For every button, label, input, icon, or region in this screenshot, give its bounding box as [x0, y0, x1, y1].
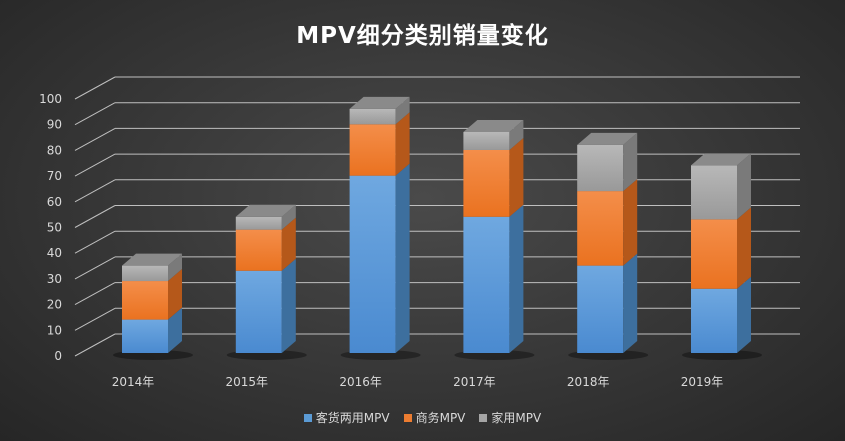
gridline-depth: [74, 333, 116, 357]
bar-top: [235, 204, 296, 217]
bar-side-0: [168, 307, 182, 353]
y-tick-label: 10: [47, 323, 62, 337]
bar-segment-1-2014年: [122, 281, 168, 320]
legend-swatch: [303, 413, 312, 422]
y-tick-label: 100: [39, 92, 62, 106]
bar-segment-2-2014年: [122, 265, 168, 282]
bar-segment-2-2018年: [577, 144, 624, 192]
y-tick-label: 30: [47, 272, 62, 286]
x-tick-label: 2014年: [112, 375, 155, 389]
y-tick-label: 80: [47, 143, 62, 157]
bar-segment-0-2014年: [122, 319, 168, 353]
legend-label: 客货两用MPV: [315, 411, 390, 425]
y-tick-label: 60: [47, 195, 62, 209]
bar-segment-0-2016年: [349, 175, 396, 353]
bar-segment-0-2017年: [463, 216, 510, 353]
bar-top: [577, 132, 638, 145]
bar-side-1: [168, 269, 182, 320]
bar-segment-1-2018年: [577, 191, 624, 266]
x-tick-label: 2018年: [567, 375, 610, 389]
bar-segment-2-2015年: [235, 216, 282, 230]
y-tick-label: 20: [47, 298, 62, 312]
gridline-depth: [74, 127, 116, 151]
bar-segment-0-2018年: [577, 265, 624, 353]
bar-side-1: [737, 207, 751, 289]
legend-item: 商务MPV: [403, 409, 466, 426]
gridline-depth: [74, 179, 116, 203]
legend-label: 家用MPV: [491, 411, 542, 425]
bar-top: [463, 119, 524, 132]
bar-side-2: [395, 96, 410, 125]
legend: 客货两用MPV 商务MPV 家用MPV: [0, 409, 845, 426]
bar-side-2: [737, 153, 751, 220]
gridline-depth: [74, 307, 116, 331]
gridline-depth: [74, 205, 116, 228]
bar-side-0: [737, 276, 751, 353]
bar-segment-1-2016年: [349, 124, 396, 176]
bar-segment-2-2017年: [463, 131, 510, 150]
bar-segment-1-2015年: [235, 229, 282, 271]
bar-segment-1-2017年: [463, 149, 510, 217]
bar-side-1: [623, 179, 638, 266]
legend-swatch: [403, 413, 412, 422]
x-tick-label: 2017年: [453, 375, 496, 389]
gridline-depth: [74, 256, 116, 280]
bar-side-2: [168, 253, 182, 282]
bar-segment-0-2015年: [235, 270, 282, 353]
bar-side-0: [395, 163, 410, 353]
gridline-depth: [74, 282, 116, 306]
bar-side-0: [281, 258, 296, 353]
bar-side-2: [509, 119, 524, 150]
y-tick-label: 0: [54, 349, 62, 363]
gridline-depth: [74, 102, 116, 126]
legend-swatch: [479, 413, 488, 422]
bar-side-1: [395, 112, 410, 176]
bar-top: [122, 253, 182, 266]
y-tick-label: 70: [47, 169, 62, 183]
bar-top: [349, 96, 410, 109]
gridline-depth: [74, 230, 116, 254]
bar-segment-1-2019年: [691, 219, 737, 289]
bar-side-1: [509, 137, 524, 217]
gridline-depth: [74, 76, 116, 100]
bar-side-0: [509, 204, 524, 353]
bar-segment-2-2016年: [349, 108, 396, 125]
y-tick-label: 90: [47, 118, 62, 132]
x-tick-label: 2016年: [339, 375, 382, 389]
bar-top: [691, 153, 751, 166]
legend-label: 商务MPV: [415, 411, 466, 425]
y-tick-label: 50: [47, 221, 62, 235]
bar-side-2: [623, 132, 638, 192]
gridline-depth: [74, 153, 116, 177]
bar-side-2: [281, 204, 296, 230]
x-tick-label: 2019年: [681, 375, 724, 389]
bar-segment-0-2019年: [691, 288, 737, 353]
y-tick-label: 40: [47, 246, 62, 260]
x-tick-label: 2015年: [226, 375, 269, 389]
chart-title: MPV细分类别销量变化: [296, 23, 549, 49]
legend-item: 家用MPV: [479, 409, 541, 426]
bar-side-1: [281, 217, 296, 271]
bar-side-0: [623, 253, 638, 353]
bar-segment-2-2019年: [691, 165, 737, 220]
legend-item: 客货两用MPV: [303, 409, 390, 426]
